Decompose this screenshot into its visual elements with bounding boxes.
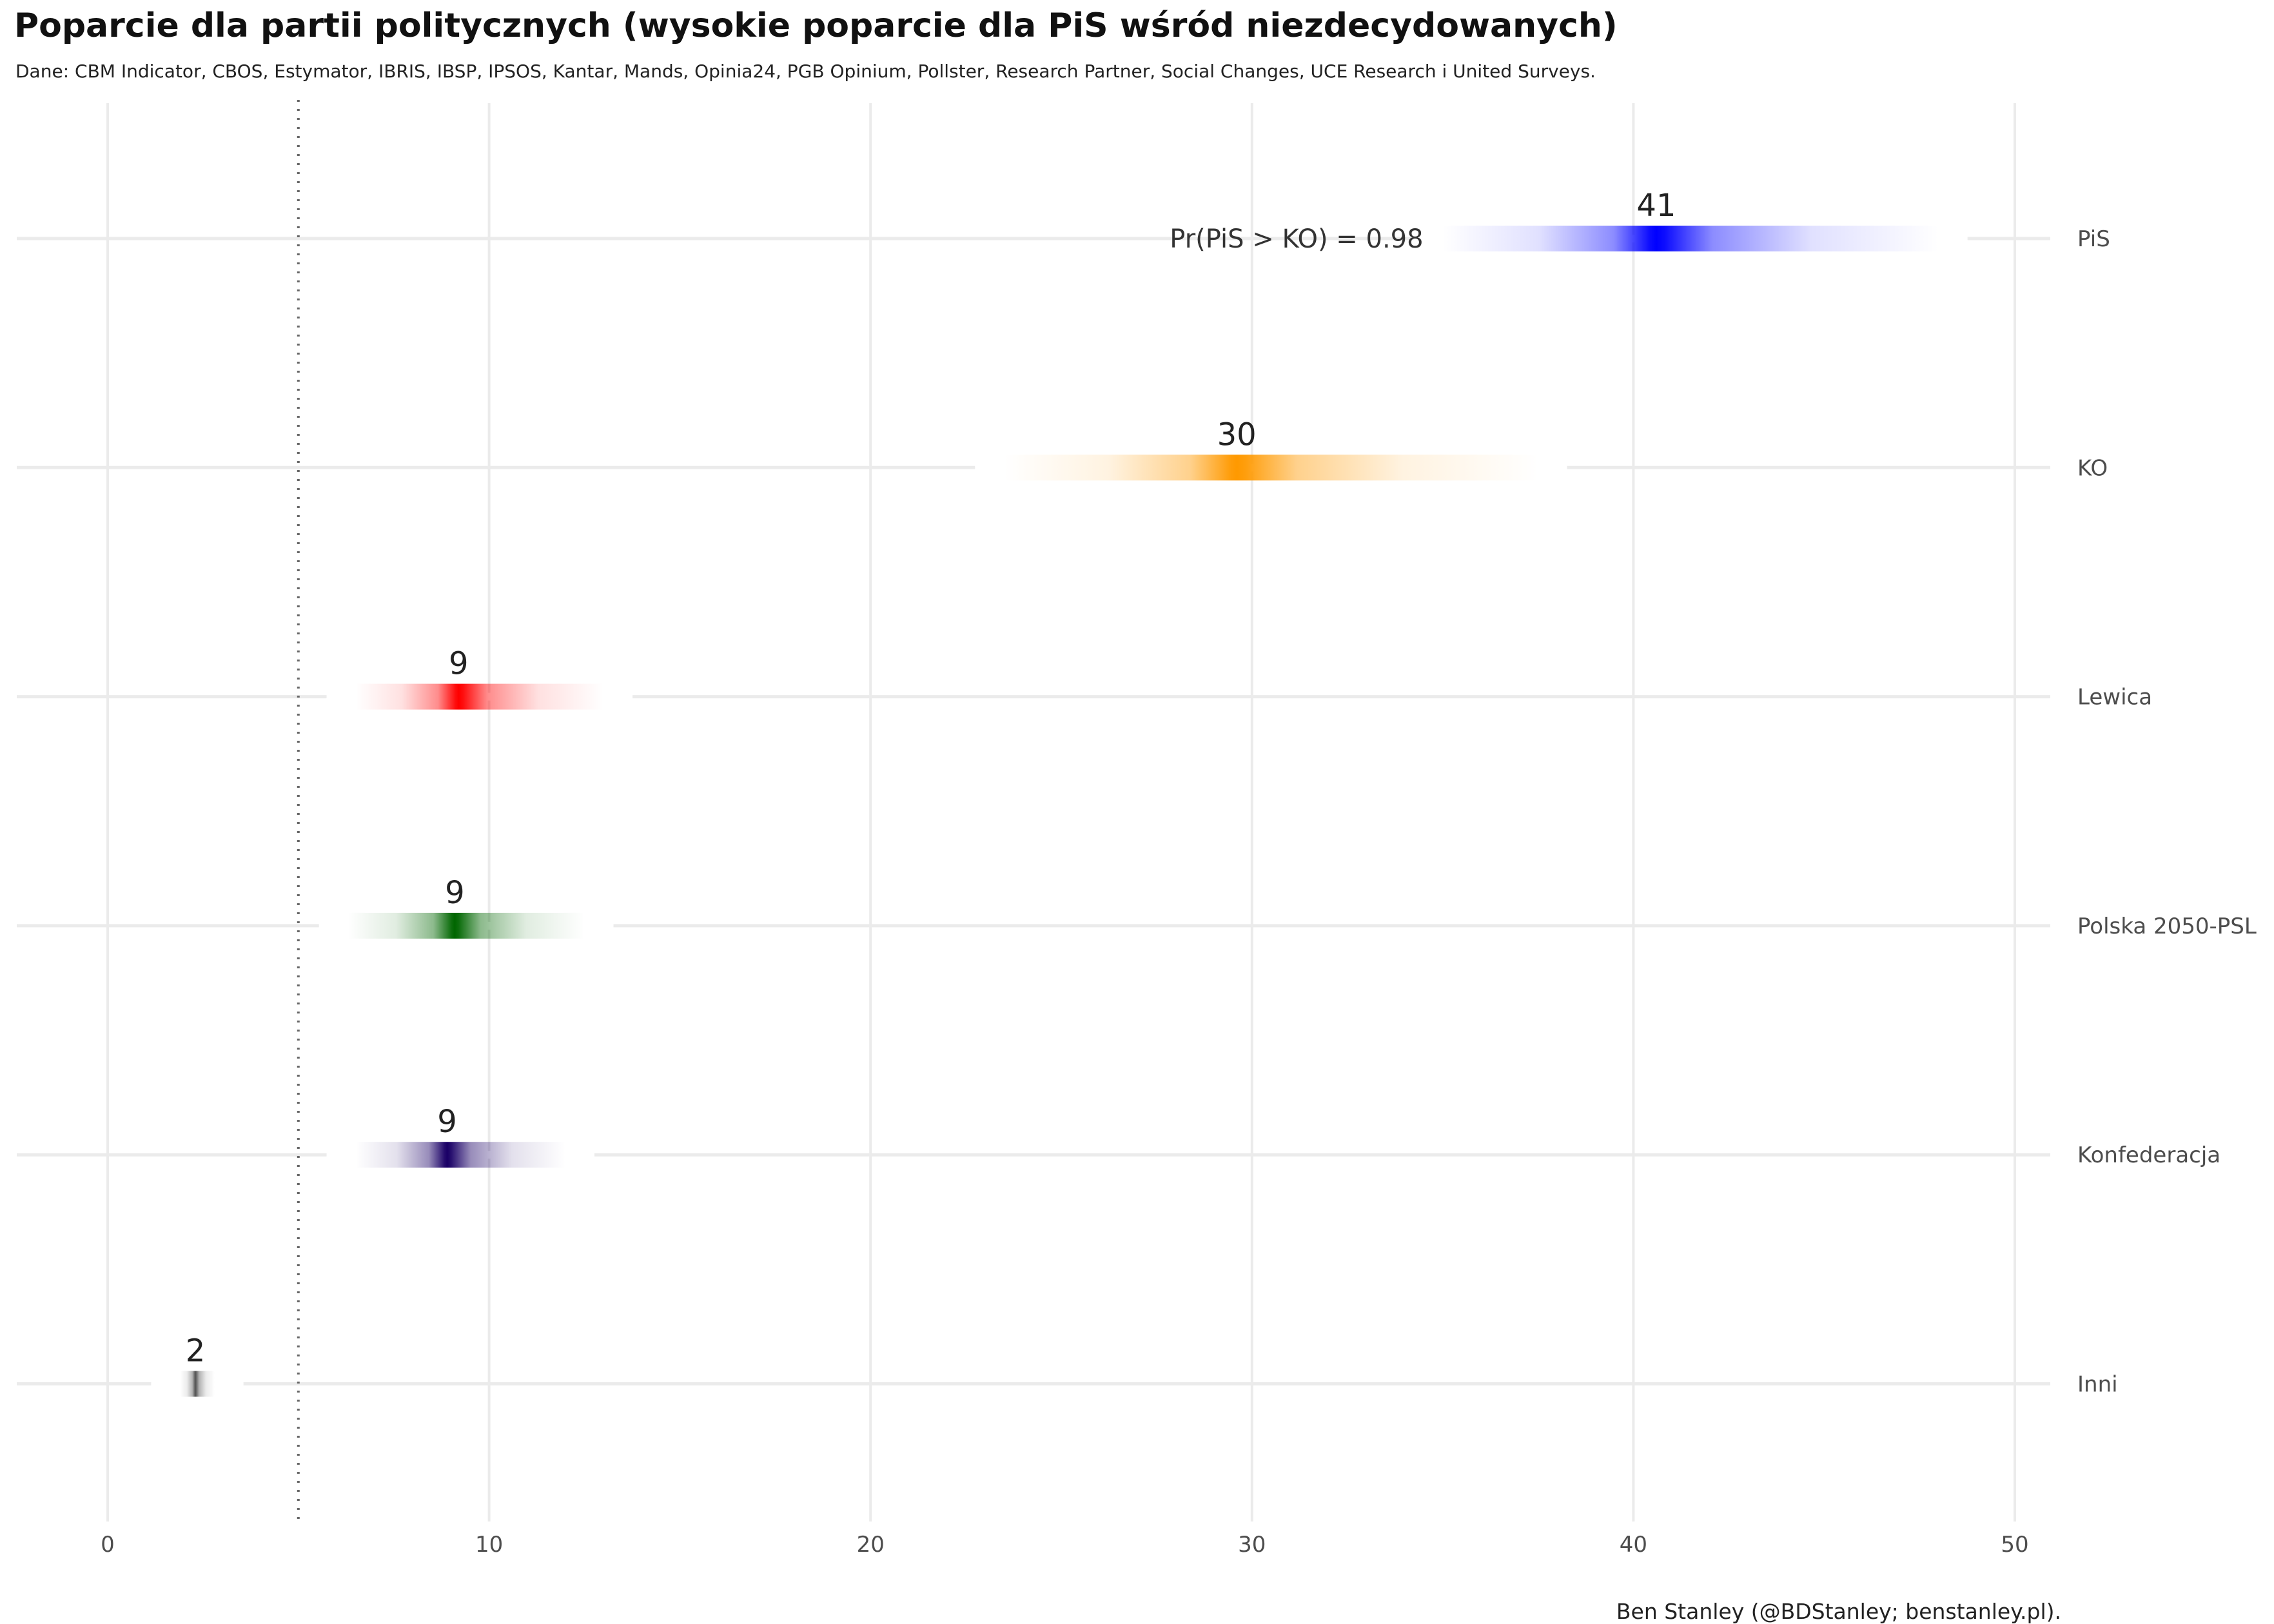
density-strips <box>151 226 1968 1397</box>
party-label: Inni <box>2077 1372 2118 1398</box>
value-label: 30 <box>1217 416 1257 453</box>
x-tick-label: 0 <box>101 1532 115 1558</box>
x-tick-label: 20 <box>857 1532 885 1558</box>
x-tick-label: 40 <box>1620 1532 1647 1558</box>
value-labels: 41 30 9 9 9 2 <box>186 188 1676 1369</box>
density-strip-konfederacja <box>355 1142 565 1168</box>
x-tick-label: 30 <box>1238 1532 1266 1558</box>
density-strip-pis <box>1442 226 1939 251</box>
vertical-gridlines <box>106 103 2016 1521</box>
x-tick-label: 50 <box>2001 1532 2028 1558</box>
chart-title: Poparcie dla partii politycznych (wysoki… <box>14 6 1618 45</box>
value-label: 9 <box>449 646 469 682</box>
density-strip-lewica <box>355 683 604 710</box>
x-tick-labels: 0 10 20 30 40 50 <box>101 1532 2028 1558</box>
horizontal-gridlines <box>17 237 2050 1385</box>
value-label: 2 <box>186 1333 206 1369</box>
probability-annotation: Pr(PiS > KO) = 0.98 <box>1170 224 1423 254</box>
party-label: Lewica <box>2077 685 2152 710</box>
party-label: KO <box>2077 455 2108 481</box>
density-strip-inni <box>180 1371 215 1397</box>
party-label: Konfederacja <box>2077 1142 2220 1168</box>
density-strip-polska-2050-psl <box>348 912 585 939</box>
x-tick-label: 10 <box>475 1532 503 1558</box>
value-label: 41 <box>1636 188 1676 224</box>
party-label: PiS <box>2077 226 2110 252</box>
value-label: 9 <box>445 875 465 911</box>
party-label: Polska 2050-PSL <box>2077 914 2257 939</box>
chart-caption: Ben Stanley (@BDStanley; benstanley.pl). <box>1616 1599 2061 1624</box>
density-strip-ko <box>1004 455 1538 481</box>
value-label: 9 <box>437 1104 457 1140</box>
party-labels: PiS KO Lewica Polska 2050-PSL Konfederacja In… <box>2077 226 2257 1398</box>
chart-subtitle: Dane: CBM Indicator, CBOS, Estymator, IB… <box>15 61 1596 82</box>
